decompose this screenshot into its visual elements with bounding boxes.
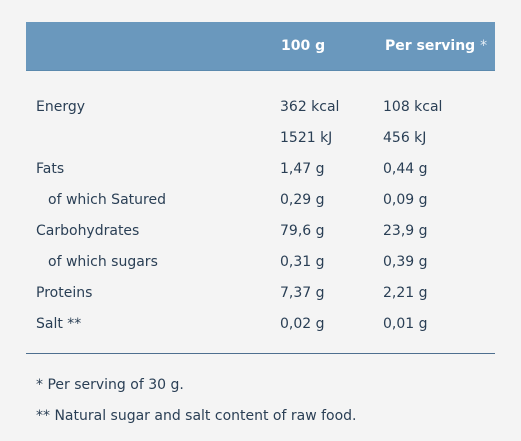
row-label: Fats (36, 161, 65, 177)
row-value-serving: 0,39 g (383, 254, 428, 270)
row-label: Carbohydrates (36, 223, 140, 239)
header-col-per-serving: Per serving * (385, 37, 487, 55)
table-row-energy-kj: 1521 kJ 456 kJ (0, 128, 521, 148)
table-row-salt: Salt ** 0,02 g 0,01 g (0, 314, 521, 334)
row-value-100g: 0,02 g (280, 316, 325, 332)
table-row-carbohydrates: Carbohydrates 79,6 g 23,9 g (0, 221, 521, 241)
header-col-per-serving-marker: * (480, 38, 488, 54)
row-value-100g: 362 kcal (280, 99, 340, 115)
row-value-serving: 23,9 g (383, 223, 428, 239)
row-value-100g: 1521 kJ (280, 130, 333, 146)
row-value-serving: 108 kcal (383, 99, 443, 115)
table-row-energy-kcal: Energy 362 kcal 108 kcal (0, 97, 521, 117)
table-row-saturated: of which Satured 0,29 g 0,09 g (0, 190, 521, 210)
table-divider (26, 353, 495, 354)
row-value-serving: 0,01 g (383, 316, 428, 332)
row-label: Proteins (36, 285, 93, 301)
table-row-fats: Fats 1,47 g 0,44 g (0, 159, 521, 179)
footnote-natural-content: ** Natural sugar and salt content of raw… (36, 408, 357, 424)
row-value-100g: 1,47 g (280, 161, 325, 177)
row-label: Energy (36, 99, 86, 115)
table-row-proteins: Proteins 7,37 g 2,21 g (0, 283, 521, 303)
row-label: Salt ** (36, 316, 82, 332)
row-label: of which Satured (48, 192, 166, 208)
header-col-100g: 100 g (281, 38, 326, 54)
footnote-serving: * Per serving of 30 g. (36, 377, 184, 393)
row-value-100g: 0,29 g (280, 192, 325, 208)
header-col-per-serving-label: Per serving (385, 38, 476, 54)
row-label: of which sugars (48, 254, 158, 270)
table-header: 100 g Per serving * (26, 22, 495, 71)
row-value-100g: 7,37 g (280, 285, 325, 301)
row-value-serving: 0,44 g (383, 161, 428, 177)
row-value-serving: 2,21 g (383, 285, 428, 301)
table-row-sugars: of which sugars 0,31 g 0,39 g (0, 252, 521, 272)
row-value-serving: 0,09 g (383, 192, 428, 208)
row-value-100g: 79,6 g (280, 223, 325, 239)
row-value-100g: 0,31 g (280, 254, 325, 270)
row-value-serving: 456 kJ (383, 130, 427, 146)
